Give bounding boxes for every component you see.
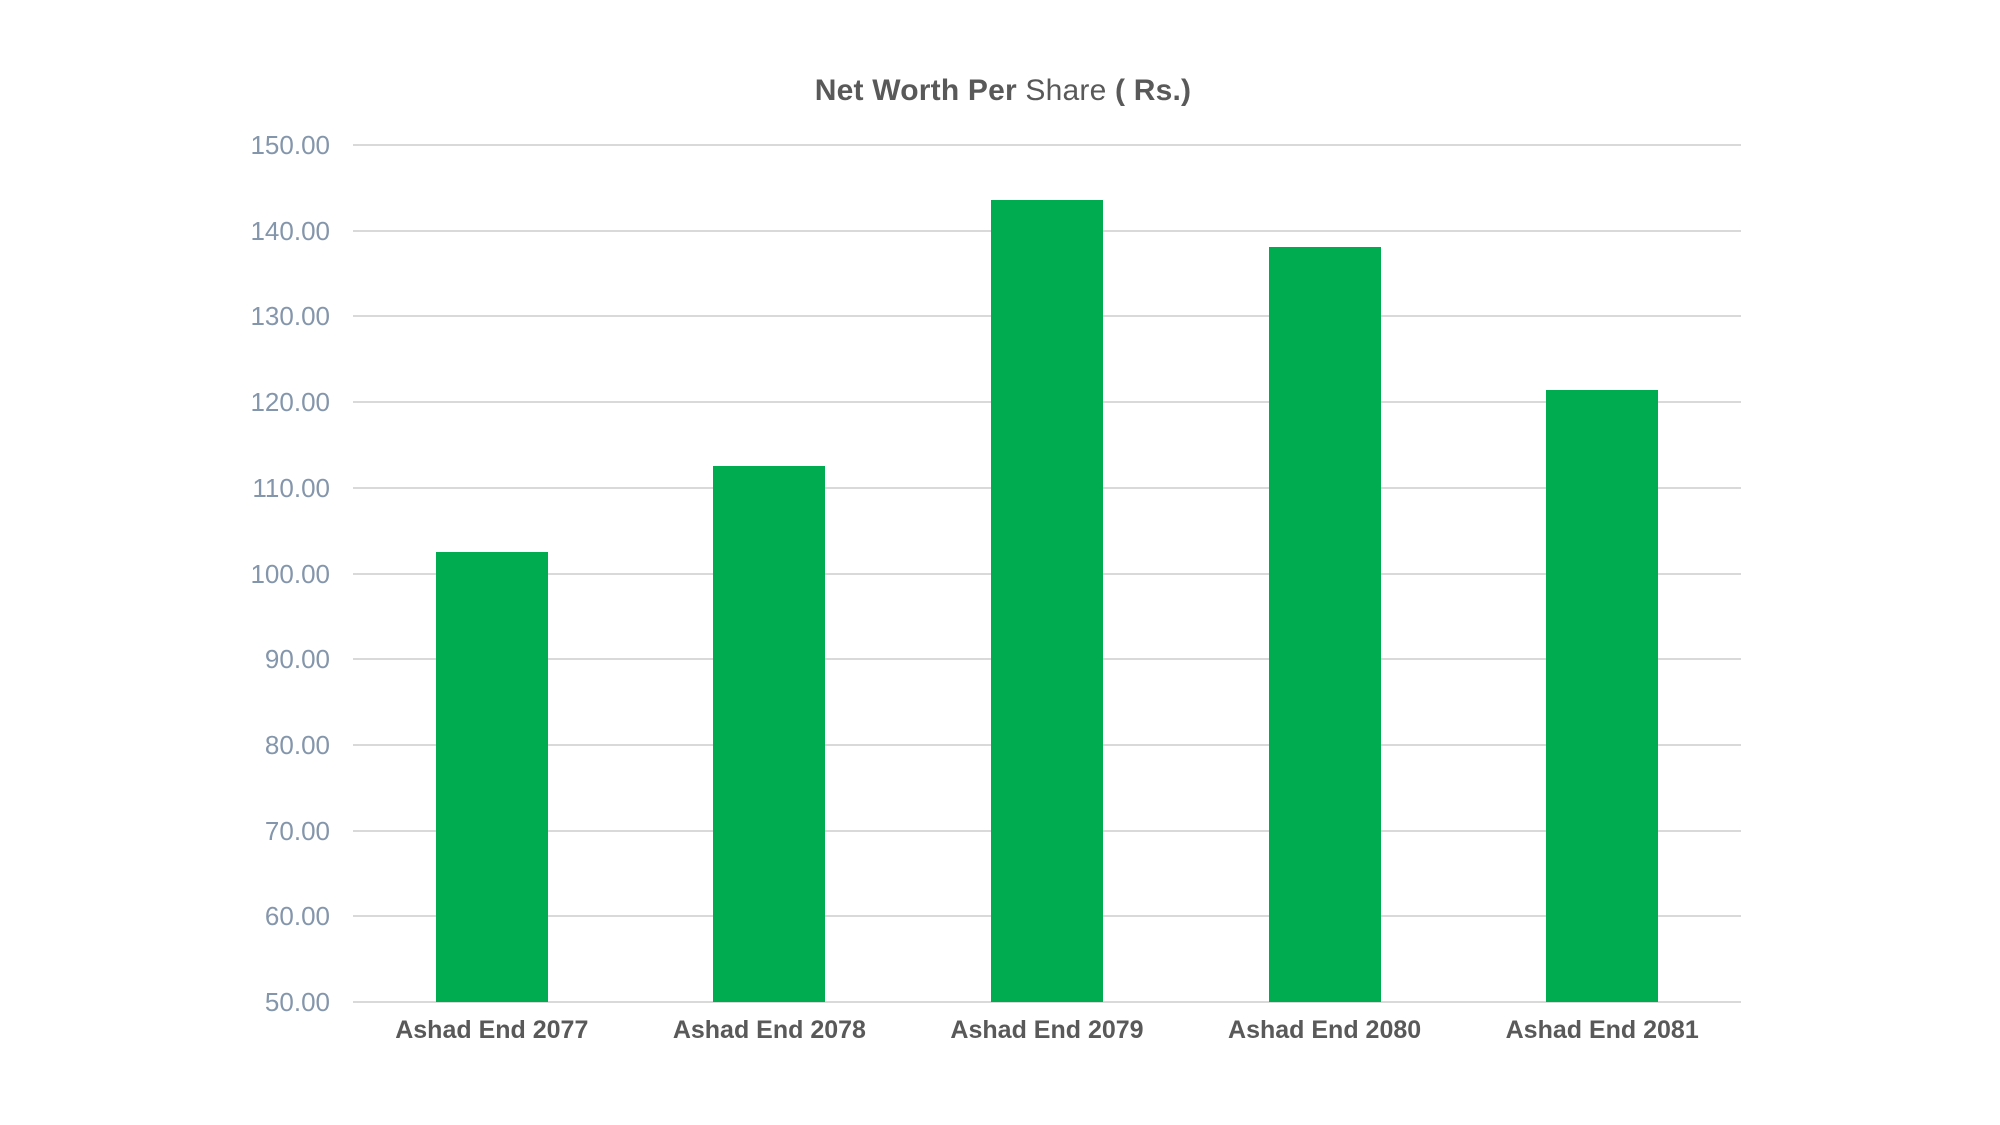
bar-ashad-end-2078 [713, 466, 826, 1002]
chart-title-part-2: Share [1025, 74, 1115, 107]
category-label: Ashad End 2078 [672, 1016, 866, 1044]
x-axis-line [353, 1001, 1741, 1003]
bar-ashad-end-2079 [991, 199, 1103, 1002]
chart-title-part-1: Net Worth Per [814, 74, 1026, 107]
y-tick-label: 80.00 [264, 729, 330, 760]
y-tick-label: 110.00 [252, 472, 330, 503]
bar-ashad-end-2081 [1546, 390, 1659, 1002]
y-tick-label: 90.00 [264, 644, 330, 675]
y-tick-label: 100.00 [250, 558, 330, 589]
category-label: Ashad End 2079 [950, 1016, 1144, 1044]
bar-ashad-end-2080 [1268, 246, 1381, 1002]
bar-ashad-end-2077 [435, 552, 548, 1002]
y-tick-label: 130.00 [250, 301, 330, 332]
y-tick-label: 120.00 [250, 387, 330, 418]
chart-title: Net Worth Per Share ( Rs.) [815, 74, 1191, 108]
y-tick-label: 70.00 [264, 815, 330, 846]
gridline [353, 144, 1741, 146]
category-label: Ashad End 2077 [395, 1016, 589, 1044]
category-label: Ashad End 2081 [1505, 1016, 1699, 1044]
chart-title-part-3: ( Rs.) [1115, 74, 1192, 107]
category-label: Ashad End 2080 [1228, 1016, 1422, 1044]
y-tick-label: 50.00 [264, 987, 330, 1017]
y-tick-label: 140.00 [250, 215, 330, 246]
y-tick-label: 150.00 [250, 130, 330, 160]
y-tick-label: 60.00 [264, 901, 330, 932]
